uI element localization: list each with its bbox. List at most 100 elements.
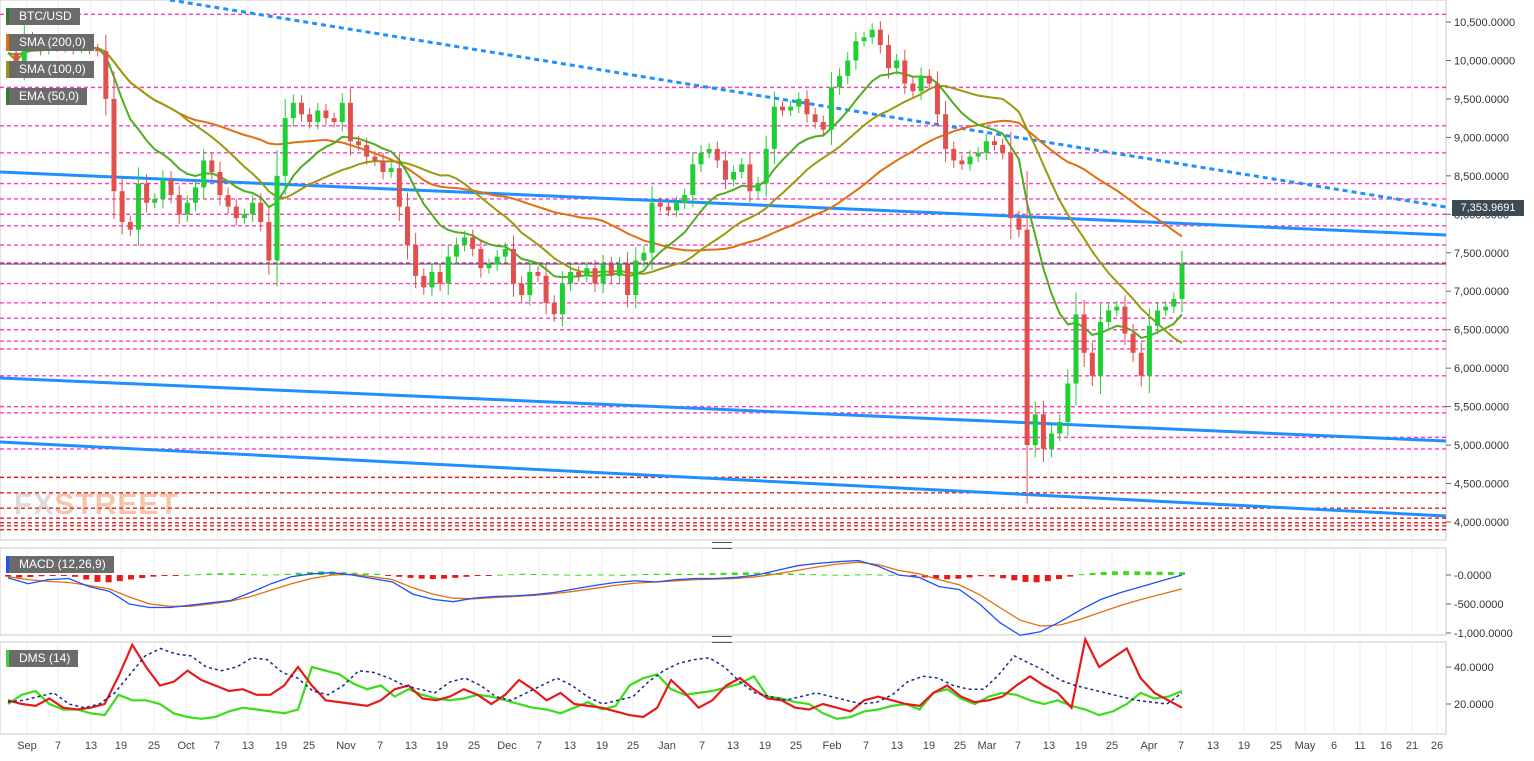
sma200-label[interactable]: SMA (200,0)	[6, 34, 94, 51]
x-tick-label: 21	[1406, 740, 1418, 752]
candle-down	[413, 245, 418, 276]
macd-histogram-bar	[106, 575, 112, 582]
macd-histogram-bar	[955, 575, 961, 579]
candle-down	[217, 172, 222, 195]
candle-down	[576, 272, 581, 276]
pane-resize-handle-dms[interactable]	[712, 636, 732, 643]
candle-down	[927, 76, 932, 84]
candle-up	[1163, 307, 1168, 311]
watermark-fx: FX	[14, 488, 54, 521]
y-tick-label: 9,000.0000	[1454, 132, 1509, 144]
candle-down	[95, 49, 100, 51]
macd-histogram-bar	[217, 573, 223, 575]
candle-up	[454, 245, 459, 257]
y-tick-label: 8,500.0000	[1454, 171, 1509, 183]
ema50-label[interactable]: EMA (50,0)	[6, 88, 87, 105]
candle-down	[1131, 334, 1136, 353]
x-tick-label: 19	[923, 740, 935, 752]
candle-down	[470, 237, 475, 249]
candle-down	[266, 222, 271, 260]
y-tick-label: 7,000.0000	[1454, 286, 1509, 298]
macd-histogram-bar	[531, 574, 537, 575]
candle-up	[315, 110, 320, 122]
macd-histogram-bar	[39, 575, 45, 576]
candle-up	[527, 272, 532, 295]
macd-histogram-bar	[408, 575, 414, 578]
pane-resize-handle-macd[interactable]	[712, 542, 732, 549]
watermark-street: STREET	[54, 488, 178, 521]
candle-down	[910, 84, 915, 92]
x-tick-label: 25	[954, 740, 966, 752]
macd-histogram-bar	[653, 574, 659, 575]
macd-histogram-bar	[855, 574, 861, 575]
macd-histogram-bar	[620, 575, 626, 576]
candle-down	[1016, 218, 1021, 230]
candle-down	[715, 149, 720, 161]
macd-histogram-bar	[452, 575, 458, 578]
x-tick-label: 19	[436, 740, 448, 752]
candle-down	[886, 45, 891, 68]
y-tick-label: 9,500.0000	[1454, 94, 1509, 106]
sma100-label[interactable]: SMA (100,0)	[6, 61, 94, 78]
y-tick-label: 7,500.0000	[1454, 248, 1509, 260]
x-tick-label: 7	[214, 740, 220, 752]
macd-histogram-bar	[799, 574, 805, 575]
macd-histogram-bar	[1112, 571, 1118, 575]
macd-histogram-bar	[150, 575, 156, 577]
macd-histogram-bar	[944, 575, 950, 579]
macd-histogram-bar	[50, 575, 56, 576]
candle-up	[201, 160, 206, 187]
x-tick-label: Sep	[17, 740, 37, 752]
candle-up	[796, 99, 801, 107]
x-tick-label: 25	[148, 740, 160, 752]
y-tick-label: 10,000.0000	[1454, 55, 1515, 67]
macd-histogram-bar	[430, 575, 436, 579]
candle-up	[1106, 310, 1111, 322]
x-tick-label: Feb	[823, 740, 842, 752]
macd-histogram-bar	[709, 573, 715, 575]
x-tick-label: 16	[1380, 740, 1392, 752]
symbol-label[interactable]: BTC/USD	[6, 8, 80, 25]
candle-up	[739, 164, 744, 172]
candle-up	[429, 272, 434, 287]
x-tick-label: 6	[1331, 740, 1337, 752]
macd-histogram-bar	[788, 573, 794, 575]
macd-label[interactable]: MACD (12,26,9)	[6, 556, 114, 573]
candle-down	[421, 276, 426, 288]
candle-up	[772, 107, 777, 149]
candle-down	[307, 114, 312, 122]
fxstreet-watermark: FXSTREET	[14, 488, 179, 522]
macd-histogram-bar	[810, 574, 816, 575]
macd-histogram-bar	[989, 575, 995, 577]
candle-up	[275, 176, 280, 261]
candle-up	[1057, 422, 1062, 434]
candle-down	[381, 160, 386, 172]
macd-histogram-bar	[61, 575, 67, 576]
candle-down	[780, 107, 785, 111]
macd-histogram-bar	[285, 574, 291, 575]
candle-up	[152, 199, 157, 203]
candle-down	[438, 272, 443, 284]
candle-down	[128, 222, 133, 230]
macd-histogram-bar	[374, 574, 380, 575]
x-tick-label: 25	[468, 740, 480, 752]
dms-label[interactable]: DMS (14)	[6, 650, 78, 667]
x-tick-label: 7	[699, 740, 705, 752]
x-tick-label: 13	[564, 740, 576, 752]
x-tick-label: 7	[1015, 740, 1021, 752]
y-tick-label: 5,000.0000	[1454, 440, 1509, 452]
macd-histogram-bar	[542, 574, 548, 575]
macd-histogram-bar	[564, 575, 570, 576]
candle-up	[291, 103, 296, 118]
candle-down	[120, 191, 125, 222]
candle-down	[821, 122, 826, 130]
candle-down	[1041, 414, 1046, 449]
candle-down	[364, 145, 369, 157]
candle-up	[601, 264, 606, 283]
macd-histogram-bar	[83, 575, 89, 579]
macd-histogram-bar	[128, 575, 134, 579]
macd-histogram-bar	[609, 575, 615, 576]
macd-histogram-bar	[832, 575, 838, 576]
dms-y-tick-label: 20.0000	[1454, 699, 1494, 711]
